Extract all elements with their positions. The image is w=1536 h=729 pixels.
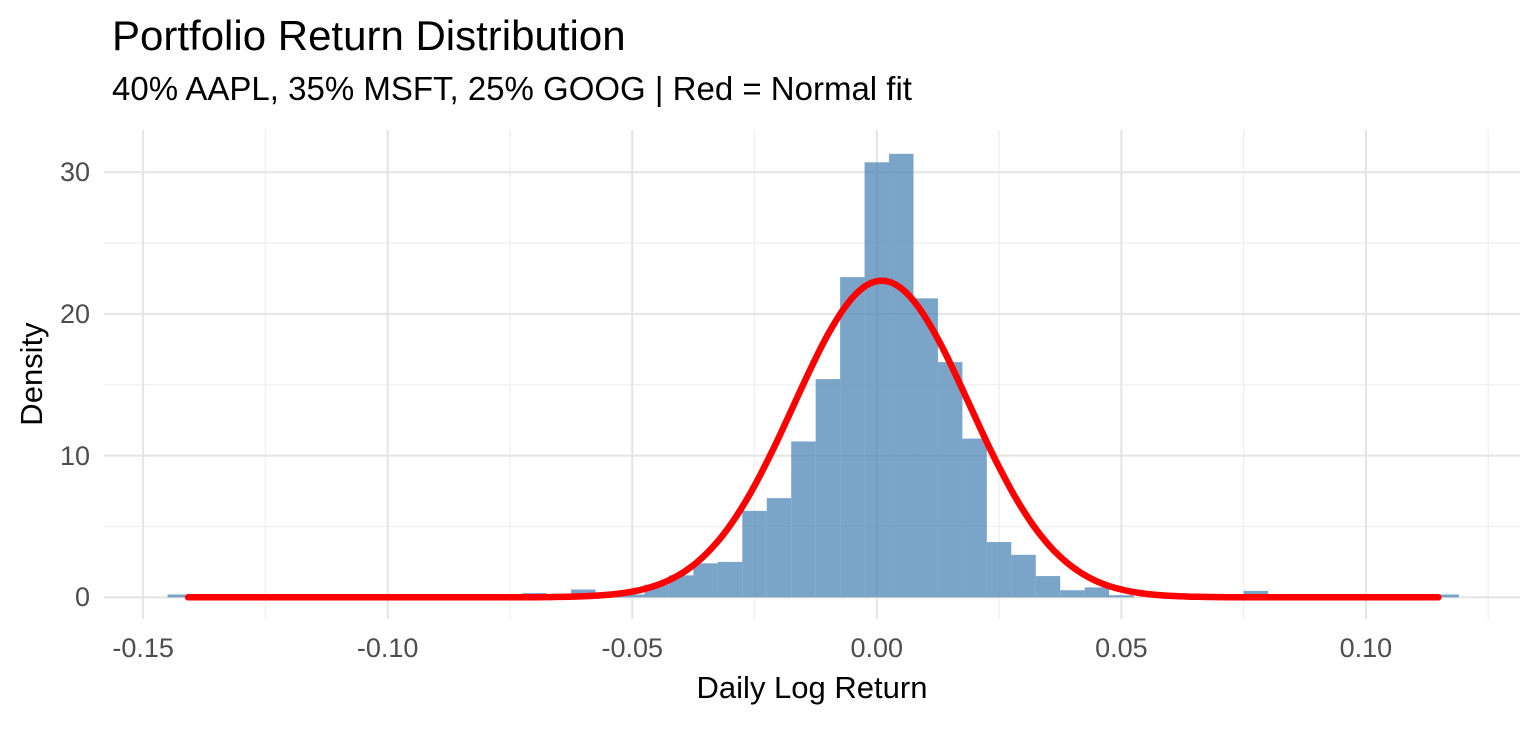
normal-fit-curve xyxy=(184,277,1442,601)
y-tick-label: 0 xyxy=(74,582,90,613)
histogram-bar xyxy=(864,162,890,598)
chart-subtitle: 40% AAPL, 35% MSFT, 25% GOOG | Red = Nor… xyxy=(112,70,912,107)
histogram-bar xyxy=(1060,590,1085,598)
histogram-bar xyxy=(1109,595,1134,598)
histogram-bar xyxy=(167,594,193,598)
histogram-bar xyxy=(693,563,718,598)
histogram-bar xyxy=(913,298,938,598)
histogram-bar xyxy=(620,594,645,598)
histogram-bar xyxy=(791,441,816,598)
histogram-bar xyxy=(889,153,914,598)
histogram-bar xyxy=(986,542,1012,598)
x-tick-label: 0.05 xyxy=(1095,633,1148,663)
histogram-bar xyxy=(1011,554,1036,598)
y-axis-title: Density xyxy=(14,322,49,426)
histogram-bar xyxy=(766,498,792,598)
x-tick-label: -0.15 xyxy=(112,633,174,663)
histogram-bar xyxy=(668,575,694,598)
histogram-bar xyxy=(1434,594,1459,598)
y-tick-label: 10 xyxy=(59,440,90,471)
histogram-bar xyxy=(962,438,987,598)
histogram-bar xyxy=(742,510,767,598)
chart-title: Portfolio Return Distribution xyxy=(112,12,626,59)
x-tick-label: 0.00 xyxy=(850,633,904,663)
histogram-bar xyxy=(840,277,865,598)
histogram-bar xyxy=(815,379,841,598)
x-axis-title: Daily Log Return xyxy=(696,670,928,705)
histogram-bar xyxy=(1035,576,1061,598)
histogram-bar xyxy=(717,561,743,598)
y-tick-label: 20 xyxy=(59,298,90,329)
x-tick-label: 0.10 xyxy=(1339,633,1393,663)
histogram-bar xyxy=(937,362,963,598)
y-tick-label: 30 xyxy=(59,157,90,188)
histogram-bar xyxy=(1084,587,1110,598)
x-tick-label: -0.10 xyxy=(356,633,419,663)
x-tick-label: -0.05 xyxy=(601,633,663,663)
